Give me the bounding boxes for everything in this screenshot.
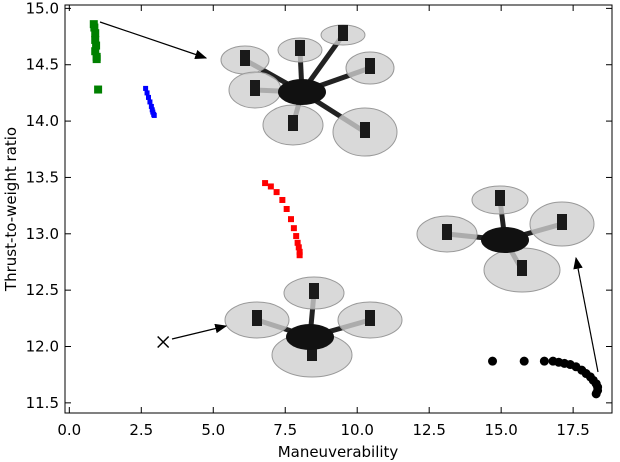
drone-motor xyxy=(517,260,527,276)
y-tick-label: 14.5 xyxy=(26,56,59,74)
point xyxy=(273,189,280,196)
drone-motor xyxy=(495,190,505,206)
y-tick-label: 13.0 xyxy=(26,225,59,243)
drone-body xyxy=(481,227,529,253)
x-tick-label: 5.0 xyxy=(201,421,225,439)
point xyxy=(295,244,302,251)
drone-motor xyxy=(557,214,567,230)
drone-motor xyxy=(288,115,298,131)
y-tick-label: 13.5 xyxy=(26,168,59,186)
x-tick-label: 7.5 xyxy=(273,421,297,439)
x-tick-label: 2.5 xyxy=(129,421,153,439)
arrow xyxy=(99,21,208,60)
x-tick-label: 10.0 xyxy=(341,421,374,439)
plot-frame xyxy=(64,4,613,414)
y-tick-label: 12.0 xyxy=(26,338,59,356)
drone-motor xyxy=(365,58,375,74)
point xyxy=(148,103,154,109)
drone-motor xyxy=(240,50,250,66)
point xyxy=(92,55,101,64)
point xyxy=(293,233,300,240)
drone-motor xyxy=(360,122,370,138)
y-tick-label: 15.0 xyxy=(26,0,59,17)
drone-illustrations xyxy=(220,24,595,378)
point xyxy=(151,112,157,118)
point xyxy=(267,183,274,190)
drone-body xyxy=(286,324,334,350)
drone-motor xyxy=(250,80,260,96)
point xyxy=(91,35,100,44)
point xyxy=(92,41,101,50)
x-axis-label: Maneuverability xyxy=(278,443,399,461)
y-tick-label: 12.5 xyxy=(26,281,59,299)
arrow xyxy=(171,323,228,340)
point xyxy=(90,23,99,32)
point xyxy=(279,196,286,203)
arrow xyxy=(573,256,599,373)
point xyxy=(144,90,150,96)
point xyxy=(296,252,303,259)
point xyxy=(488,356,498,366)
point xyxy=(519,356,529,366)
x-tick-label: 0.0 xyxy=(57,421,81,439)
point xyxy=(143,85,149,91)
point xyxy=(94,85,103,94)
point xyxy=(290,225,297,232)
point xyxy=(91,29,100,38)
point xyxy=(296,248,303,255)
x-tick-label: 17.5 xyxy=(556,421,589,439)
point xyxy=(145,94,151,100)
x-tick-label: 12.5 xyxy=(412,421,445,439)
point xyxy=(91,47,100,56)
drone-motor xyxy=(307,345,317,361)
drone-body xyxy=(278,79,326,105)
drone-motor xyxy=(338,25,348,41)
drone-motor xyxy=(442,224,452,240)
drone-motor xyxy=(252,310,262,326)
y-tick-label: 11.5 xyxy=(26,394,59,412)
point xyxy=(147,99,153,105)
drone-motor xyxy=(365,310,375,326)
y-tick-label: 14.0 xyxy=(26,112,59,130)
point xyxy=(294,239,301,246)
point xyxy=(287,216,294,223)
y-axis-label: Thrust-to-weight ratio xyxy=(2,127,20,292)
point xyxy=(262,180,269,187)
point xyxy=(539,356,549,366)
drone-motor xyxy=(295,40,305,56)
point xyxy=(591,389,601,399)
point xyxy=(157,335,170,349)
x-tick-label: 15.0 xyxy=(484,421,517,439)
drone-motor xyxy=(309,283,319,299)
point xyxy=(283,206,290,212)
arrows xyxy=(99,21,599,373)
